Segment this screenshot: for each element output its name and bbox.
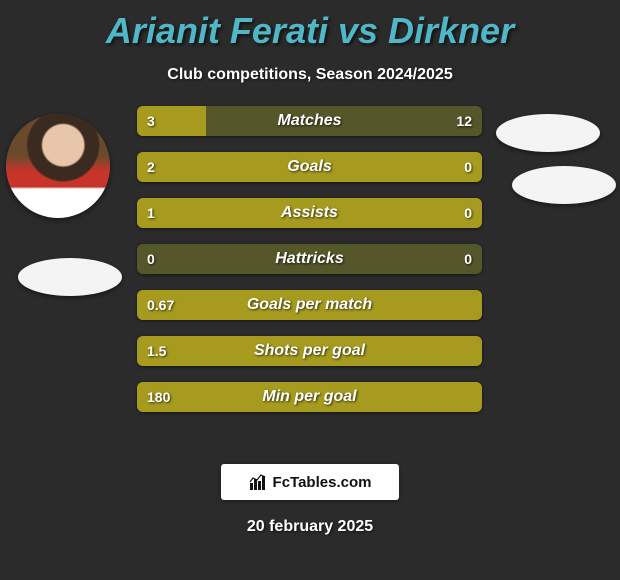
stat-row: 1.5Shots per goal (137, 336, 482, 366)
title-player2: Dirkner (388, 10, 514, 51)
stat-label: Goals per match (137, 296, 482, 314)
stat-rows: 312Matches 20Goals 10Assists 00Hattricks 0.6… (137, 106, 482, 428)
stat-row: 180Min per goal (137, 382, 482, 412)
player1-avatar-img (6, 114, 110, 218)
stat-row: 10Assists (137, 198, 482, 228)
stat-row: 0.67Goals per match (137, 290, 482, 320)
page-title: Arianit Ferati vs Dirkner (0, 0, 620, 52)
footer-date: 20 february 2025 (0, 518, 620, 536)
subtitle: Club competitions, Season 2024/2025 (0, 66, 620, 84)
stat-label: Assists (137, 204, 482, 222)
stat-row: 20Goals (137, 152, 482, 182)
stat-label: Min per goal (137, 388, 482, 406)
player2-badge-1 (496, 114, 600, 152)
player2-badge-2 (512, 166, 616, 204)
title-player1: Arianit Ferati (106, 10, 328, 51)
stat-label: Matches (137, 112, 482, 130)
player1-avatar (6, 114, 110, 218)
player1-club-badge (18, 258, 122, 296)
title-vs: vs (338, 10, 378, 51)
stat-row: 312Matches (137, 106, 482, 136)
stat-label: Hattricks (137, 250, 482, 268)
stat-label: Shots per goal (137, 342, 482, 360)
compare-area: 312Matches 20Goals 10Assists 00Hattricks 0.6… (0, 106, 620, 446)
brand-badge[interactable]: FcTables.com (221, 464, 399, 500)
chart-icon (249, 473, 267, 491)
stat-label: Goals (137, 158, 482, 176)
brand-text: FcTables.com (273, 474, 372, 491)
stat-row: 00Hattricks (137, 244, 482, 274)
